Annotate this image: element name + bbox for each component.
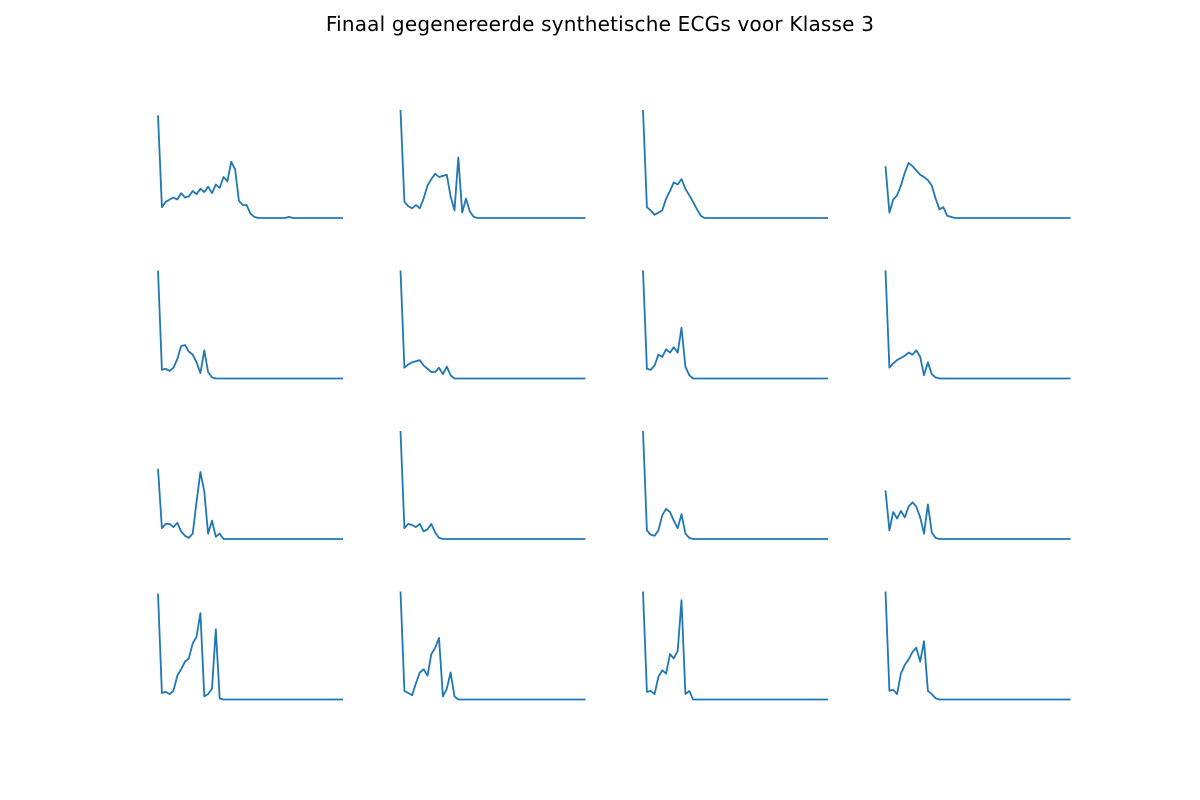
ecg-trace-15 [642, 591, 828, 701]
ecg-panel-14 [399, 591, 586, 701]
ecg-trace-6 [399, 270, 586, 380]
ecg-trace-2 [399, 109, 586, 219]
ecg-trace-13 [157, 593, 343, 701]
ecg-trace-12 [884, 490, 1071, 540]
ecg-trace-1 [157, 115, 343, 219]
ecg-panel-11 [642, 430, 828, 540]
ecg-panel-6 [399, 270, 586, 380]
ecg-panel-3 [642, 109, 828, 219]
ecg-panel-1 [157, 115, 343, 219]
ecg-trace-4 [884, 161, 1071, 219]
ecg-trace-8 [884, 270, 1071, 380]
ecg-trace-10 [399, 430, 586, 540]
ecg-trace-5 [157, 270, 343, 380]
ecg-panel-4 [884, 161, 1071, 219]
ecg-panel-7 [642, 270, 828, 380]
ecg-panel-9 [157, 468, 343, 540]
ecg-trace-9 [157, 468, 343, 540]
ecg-panel-13 [157, 593, 343, 701]
ecg-trace-14 [399, 591, 586, 701]
ecg-panel-5 [157, 270, 343, 380]
ecg-panel-16 [884, 591, 1071, 701]
ecg-trace-7 [642, 270, 828, 380]
ecg-panel-10 [399, 430, 586, 540]
ecg-trace-11 [642, 430, 828, 540]
figure-title: Finaal gegenereerde synthetische ECGs vo… [325, 12, 875, 36]
ecg-panel-2 [399, 109, 586, 219]
ecg-panel-15 [642, 591, 828, 701]
ecg-panel-8 [884, 270, 1071, 380]
ecg-panel-12 [884, 490, 1071, 540]
ecg-trace-16 [884, 591, 1071, 701]
ecg-trace-3 [642, 109, 828, 219]
